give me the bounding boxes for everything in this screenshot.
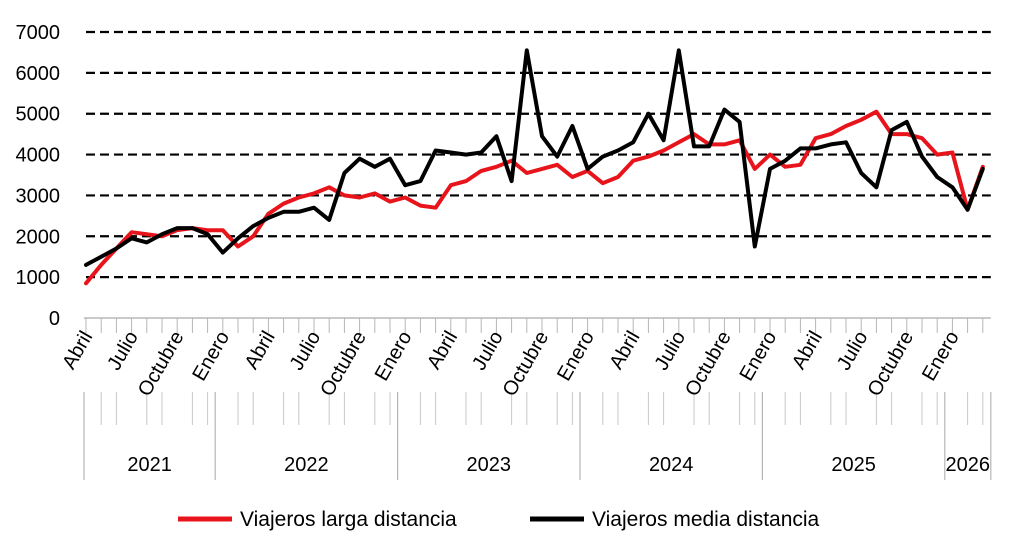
y-tick-label: 3000 xyxy=(16,185,61,207)
x-month-label: Abril xyxy=(788,328,827,374)
x-year-label: 2022 xyxy=(284,454,329,476)
y-axis-tick-labels: 0 1000 2000 3000 4000 5000 6000 7000 xyxy=(16,22,61,330)
x-year-label: 2024 xyxy=(649,454,694,476)
legend-label-media-distancia: Viajeros media distancia xyxy=(592,508,820,531)
y-tick-label: 7000 xyxy=(16,22,61,44)
y-tick-label: 0 xyxy=(49,308,60,330)
x-month-label: Enero xyxy=(371,328,417,385)
x-month-label: Enero xyxy=(918,328,964,385)
x-month-label: Abril xyxy=(605,328,644,374)
x-year-label: 2025 xyxy=(831,454,876,476)
x-month-label: Abril xyxy=(423,328,462,374)
x-month-label: Julio xyxy=(468,328,508,375)
x-month-label: Julio xyxy=(651,328,691,375)
legend: Viajeros larga distancia Viajeros media … xyxy=(178,508,820,531)
series-line-media-distancia xyxy=(84,48,985,267)
legend-label-larga-distancia: Viajeros larga distancia xyxy=(240,508,457,531)
y-tick-label: 1000 xyxy=(16,267,61,289)
x-month-label: Enero xyxy=(736,328,782,385)
x-month-label: Julio xyxy=(833,328,873,375)
x-year-label: 2023 xyxy=(467,454,512,476)
series-line-larga-distancia xyxy=(84,109,985,286)
x-year-label: 2026 xyxy=(946,454,991,476)
y-tick-label: 2000 xyxy=(16,226,61,248)
x-month-label: Julio xyxy=(286,328,326,375)
y-tick-label: 4000 xyxy=(16,145,61,167)
y-tick-label: 5000 xyxy=(16,104,61,126)
x-year-label: 2021 xyxy=(127,454,172,476)
x-month-label: Abril xyxy=(58,328,97,374)
series-lines xyxy=(84,48,985,286)
y-tick-label: 6000 xyxy=(16,63,61,85)
gridlines xyxy=(86,30,991,279)
x-month-label: Enero xyxy=(188,328,234,385)
x-month-label: Abril xyxy=(241,328,280,374)
x-month-label: Julio xyxy=(103,328,143,375)
x-month-label: Enero xyxy=(553,328,599,385)
